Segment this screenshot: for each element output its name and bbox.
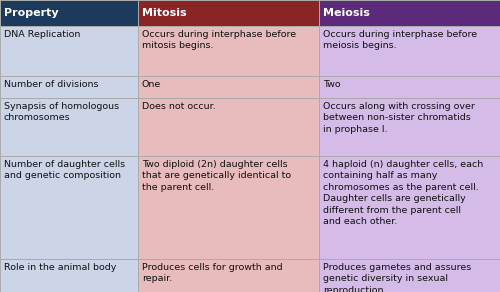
Text: Synapsis of homologous
chromosomes: Synapsis of homologous chromosomes	[4, 102, 119, 122]
Text: Two: Two	[323, 80, 340, 89]
Bar	[138, 0, 319, 26]
Bar	[138, 259, 319, 292]
Text: Number of daughter cells
and genetic composition: Number of daughter cells and genetic com…	[4, 160, 125, 180]
Text: Produces cells for growth and
repair.: Produces cells for growth and repair.	[142, 263, 282, 284]
Bar	[0, 26, 138, 76]
Bar	[0, 0, 138, 26]
Bar	[138, 26, 319, 76]
Text: Role in the animal body: Role in the animal body	[4, 263, 116, 272]
Bar	[0, 76, 138, 98]
Text: One: One	[142, 80, 161, 89]
Text: Property: Property	[4, 8, 59, 18]
Text: 4 haploid (n) daughter cells, each
containing half as many
chromosomes as the pa: 4 haploid (n) daughter cells, each conta…	[323, 160, 483, 226]
Text: Produces gametes and assures
genetic diversity in sexual
reproduction.: Produces gametes and assures genetic div…	[323, 263, 471, 292]
Bar	[0, 98, 138, 156]
Bar	[319, 156, 500, 259]
Text: Occurs during interphase before
meiosis begins.: Occurs during interphase before meiosis …	[323, 30, 477, 51]
Bar	[138, 98, 319, 156]
Bar	[319, 26, 500, 76]
Text: Mitosis: Mitosis	[142, 8, 186, 18]
Bar	[0, 259, 138, 292]
Bar	[319, 76, 500, 98]
Bar	[319, 259, 500, 292]
Bar	[0, 156, 138, 259]
Bar	[138, 156, 319, 259]
Bar	[319, 0, 500, 26]
Text: DNA Replication: DNA Replication	[4, 30, 80, 39]
Bar	[138, 76, 319, 98]
Text: Meiosis: Meiosis	[323, 8, 370, 18]
Text: Occurs along with crossing over
between non-sister chromatids
in prophase I.: Occurs along with crossing over between …	[323, 102, 475, 134]
Text: Occurs during interphase before
mitosis begins.: Occurs during interphase before mitosis …	[142, 30, 296, 51]
Text: Does not occur.: Does not occur.	[142, 102, 216, 111]
Bar	[319, 98, 500, 156]
Text: Number of divisions: Number of divisions	[4, 80, 98, 89]
Text: Two diploid (2n) daughter cells
that are genetically identical to
the parent cel: Two diploid (2n) daughter cells that are…	[142, 160, 291, 192]
